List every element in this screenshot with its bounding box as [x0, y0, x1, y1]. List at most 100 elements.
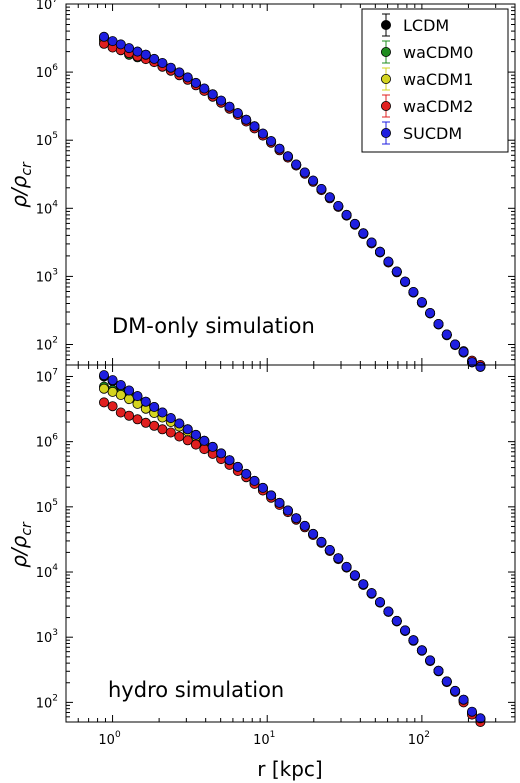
data-point — [149, 53, 160, 64]
data-point — [366, 237, 377, 248]
legend-label: waCDM2 — [403, 97, 473, 116]
data-point — [450, 339, 461, 350]
data-point — [140, 396, 151, 407]
x-axis-label: r [kpc] — [257, 757, 322, 781]
data-point — [308, 528, 319, 539]
data-point — [358, 579, 369, 590]
y-tick-label: 107 — [36, 367, 58, 385]
data-point — [216, 95, 227, 106]
data-point — [316, 183, 327, 194]
data-point — [182, 424, 193, 435]
data-point — [199, 83, 210, 94]
data-point — [257, 128, 268, 139]
data-point — [99, 383, 110, 394]
dm-only-panel: 102 103 104 105 106 107 DM-only simulation LC… — [7, 0, 516, 372]
data-point — [124, 394, 135, 405]
data-point — [232, 108, 243, 119]
dm-only-ticks: 102 103 104 105 106 107 — [36, 0, 516, 366]
data-point — [99, 31, 110, 42]
data-point — [425, 655, 436, 666]
data-point — [341, 561, 352, 572]
legend-marker — [380, 74, 391, 85]
legend-marker — [380, 19, 391, 30]
data-point — [165, 427, 176, 438]
data-point — [132, 46, 143, 57]
data-point — [324, 545, 335, 556]
legend-label: waCDM1 — [403, 70, 473, 89]
data-point — [115, 39, 126, 50]
data-point — [475, 713, 486, 724]
data-point — [149, 420, 160, 431]
data-point — [274, 497, 285, 508]
data-point — [216, 448, 227, 459]
data-point — [232, 461, 243, 472]
data-point — [374, 246, 385, 257]
data-point — [299, 167, 310, 178]
hydro-markers — [99, 370, 486, 728]
data-point — [115, 379, 126, 390]
y-tick-label: 103 — [36, 267, 58, 285]
legend: LCDM waCDM0 waCDM1 waCDM2 SUCDM — [361, 8, 509, 153]
legend-entries: LCDM waCDM0 waCDM1 waCDM2 SUCDM — [380, 13, 473, 145]
x-tick-label: 101 — [253, 730, 275, 748]
legend-entry-lcdm: LCDM — [380, 13, 449, 37]
dm-only-ylabel-main: ρ/ρ — [7, 175, 31, 207]
hydro-plot-frame — [65, 364, 516, 723]
data-point — [450, 685, 461, 696]
dm-only-ylabel-sub: cr — [19, 161, 35, 176]
data-point — [366, 588, 377, 599]
data-point — [99, 370, 110, 381]
data-point — [441, 676, 452, 687]
legend-marker — [380, 101, 391, 112]
legend-marker — [380, 127, 391, 138]
data-point — [190, 439, 201, 450]
data-point — [274, 143, 285, 154]
data-point — [174, 418, 185, 429]
y-tick-label: 102 — [36, 335, 58, 353]
x-tick-label: 102 — [408, 730, 430, 748]
y-tick-label: 104 — [36, 563, 59, 581]
data-point — [374, 597, 385, 608]
y-tick-label: 107 — [36, 0, 58, 13]
data-point — [140, 417, 151, 428]
data-point — [416, 645, 427, 656]
data-point — [433, 318, 444, 329]
data-point — [107, 401, 118, 412]
data-point — [241, 114, 252, 125]
data-point — [149, 401, 160, 412]
y-tick-label: 106 — [36, 433, 59, 451]
legend-entry-wacdm1: waCDM1 — [380, 67, 473, 91]
y-tick-label: 103 — [36, 628, 58, 646]
data-point — [224, 101, 235, 112]
data-point — [333, 200, 344, 211]
data-point — [433, 665, 444, 676]
data-point — [308, 175, 319, 186]
data-point — [140, 49, 151, 60]
legend-label: waCDM0 — [403, 43, 473, 62]
data-point — [115, 407, 126, 418]
dm-only-annotation: DM-only simulation — [112, 314, 315, 338]
data-point — [199, 435, 210, 446]
data-point — [408, 286, 419, 297]
data-point — [299, 520, 310, 531]
data-point — [441, 329, 452, 340]
dm-only-ylabel: ρ/ρcr — [7, 161, 35, 208]
data-point — [324, 192, 335, 203]
data-point — [190, 77, 201, 88]
data-point — [383, 256, 394, 267]
hydro-ticks: 102 103 104 105 106 107 100 101 102 — [36, 365, 516, 748]
data-point — [408, 635, 419, 646]
data-point — [400, 276, 411, 287]
data-point — [391, 615, 402, 626]
data-point — [416, 297, 427, 308]
data-point — [124, 43, 135, 54]
hydro-ylabel: ρ/ρcr — [7, 521, 35, 568]
hydro-ylabel-main: ρ/ρ — [7, 535, 31, 567]
data-point — [400, 625, 411, 636]
data-point — [266, 490, 277, 501]
data-point — [391, 266, 402, 277]
data-point — [466, 706, 477, 717]
data-point — [124, 385, 135, 396]
hydro-annotation: hydro simulation — [108, 678, 284, 702]
